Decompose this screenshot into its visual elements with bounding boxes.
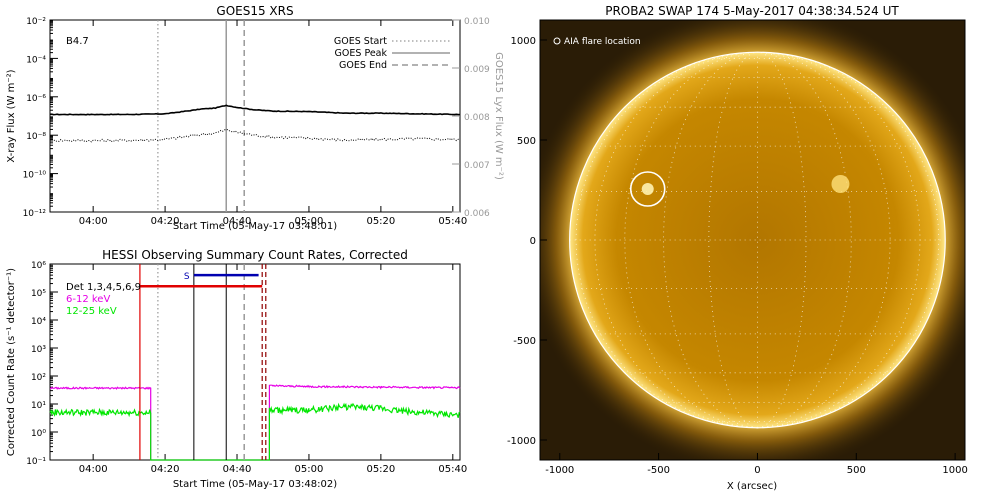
swap-y-tick-label: 0: [530, 236, 536, 247]
goes-x-tick-label: 04:00: [79, 216, 108, 227]
hessi-6-12-kev-line: [49, 384, 461, 461]
swap-longitude-line: [757, 51, 940, 429]
hessi-legend-6-12: 6-12 keV: [66, 294, 110, 305]
swap-x-tick-label: 500: [847, 465, 866, 476]
hessi-x-tick-label: 04:40: [223, 464, 252, 475]
goes-x-axis-label: Start Time (05-May-17 03:48:01): [173, 221, 337, 232]
swap-x-tick-label: 0: [754, 465, 760, 476]
swap-legend-marker-icon: [553, 37, 561, 45]
goes-y2-tick-label: 0.010: [464, 17, 490, 27]
goes-x-tick-label: 04:40: [223, 216, 252, 227]
hessi-y-tick-label: 10³: [31, 345, 46, 355]
goes-y2-axis-label: GOES15 Lyx Flux (W m⁻²): [493, 52, 504, 180]
swap-active-region-east: [831, 175, 850, 193]
goes-title: GOES15 XRS: [216, 4, 293, 18]
hessi-panel: HESSI Observing Summary Count Rates, Cor…: [6, 248, 467, 490]
hessi-y-tick-label: 10⁰: [31, 429, 46, 439]
swap-y-tick-label: -500: [513, 336, 536, 347]
hessi-y-tick-label: 10⁴: [31, 317, 46, 327]
goes-y-axis-label: X-ray Flux (W m⁻²): [6, 69, 17, 162]
goes-y-ticks: 10⁻¹² 10⁻¹⁰ 10⁻⁸ 10⁻⁶ 10⁻⁴ 10⁻²: [23, 17, 58, 219]
hessi-x-tick-label: 05:20: [366, 464, 395, 475]
goes-legend-peak-label: GOES Peak: [335, 48, 388, 59]
swap-flare-location-marker: [629, 171, 666, 207]
swap-x-axis-label: X (arcsec): [727, 481, 777, 492]
goes-x-ticks: 04:00 04:20 04:40 05:00 05:20 05:40: [79, 20, 467, 227]
swap-limb-circle: [569, 51, 946, 429]
hessi-12-25-kev-line: [49, 402, 461, 461]
goes-y-tick-label: 10⁻⁴: [26, 55, 46, 65]
swap-y-tick-label: 1000: [511, 36, 536, 47]
goes-y2-tick-label: 0.008: [464, 113, 490, 123]
swap-longitude-line: [575, 51, 758, 429]
goes-y-tick-label: 10⁻¹⁰: [23, 171, 47, 181]
goes-x-tick-label: 05:20: [366, 216, 395, 227]
swap-solar-disk: [569, 52, 946, 428]
hessi-legend-det: Det 1,3,4,5,6,9: [66, 282, 141, 293]
hessi-legend-12-25: 12-25 keV: [66, 306, 117, 317]
hessi-y-tick-label: 10⁻¹: [26, 457, 46, 467]
goes-y-tick-label: 10⁻¹²: [23, 209, 47, 219]
hessi-x-tick-label: 04:00: [79, 464, 108, 475]
goes-y2-tick-label: 0.006: [464, 209, 490, 219]
swap-x-ticks: -1000 -500 0 500 1000: [545, 453, 968, 476]
hessi-s-bar-label: S: [184, 272, 190, 282]
swap-active-region: [641, 183, 654, 195]
swap-x-tick-label: -500: [647, 465, 670, 476]
hessi-legend: Det 1,3,4,5,6,9 6-12 keV 12-25 keV: [66, 282, 141, 317]
goes-y2-tick-label: 0.007: [464, 161, 490, 171]
goes-x-tick-label: 05:40: [438, 216, 467, 227]
goes-legend-end-label: GOES End: [339, 60, 387, 71]
goes-long-channel-line: [49, 104, 461, 116]
goes-y-tick-label: 10⁻⁶: [26, 94, 46, 104]
goes-y-tick-label: 10⁻²: [26, 17, 46, 27]
goes-class-annotation: B4.7: [66, 36, 89, 47]
goes-xrs-panel: GOES15 XRS 04:00 04:20 04:40 05:00 05:20 05:4…: [6, 4, 504, 232]
goes-plot-frame: [49, 19, 461, 213]
swap-lat-lon-grid: [569, 51, 946, 429]
goes-y2-ticks: 0.006 0.007 0.008 0.009 0.010: [452, 17, 490, 219]
hessi-x-tick-label: 05:40: [438, 464, 467, 475]
goes-x-tick-label: 04:20: [151, 216, 180, 227]
goes-legend: GOES Start GOES Peak GOES End: [334, 36, 450, 71]
hessi-y-tick-label: 10⁵: [31, 289, 46, 299]
goes-x-tick-label: 05:00: [295, 216, 324, 227]
hessi-x-ticks: 04:00 04:20 04:40 05:00 05:20 05:40: [79, 264, 467, 475]
hessi-y-tick-label: 10²: [31, 373, 46, 383]
swap-y-ticks: -1000 -500 0 500 1000: [507, 36, 547, 447]
hessi-x-tick-label: 05:00: [295, 464, 324, 475]
goes-legend-start-label: GOES Start: [334, 36, 387, 47]
swap-y-tick-label: 500: [517, 136, 536, 147]
hessi-y-axis-label: Corrected Count Rate (s⁻¹ detector⁻¹): [6, 268, 17, 456]
hessi-y-ticks: 10⁻¹ 10⁰ 10¹ 10² 10³ 10⁴ 10⁵ 10⁶: [26, 261, 58, 467]
swap-legend-label: AIA flare location: [564, 37, 641, 47]
hessi-y-tick-label: 10⁶: [31, 261, 46, 271]
hessi-y-tick-label: 10¹: [31, 401, 46, 411]
goes-y2-tick-label: 0.009: [464, 65, 490, 75]
swap-x-tick-label: 1000: [942, 465, 967, 476]
hessi-x-axis-label: Start Time (05-May-17 03:48:02): [173, 479, 337, 490]
swap-title: PROBA2 SWAP 174 5-May-2017 04:38:34.524 …: [605, 4, 899, 18]
swap-panel: PROBA2 SWAP 174 5-May-2017 04:38:34.524 …: [507, 4, 968, 492]
hessi-title: HESSI Observing Summary Count Rates, Cor…: [102, 248, 408, 262]
hessi-plot-frame: [49, 263, 461, 461]
swap-y-tick-label: -1000: [507, 436, 536, 447]
goes-short-channel-line: [49, 129, 461, 143]
swap-x-tick-label: -1000: [545, 465, 574, 476]
hessi-x-tick-label: 04:20: [151, 464, 180, 475]
goes-y-tick-label: 10⁻⁸: [26, 132, 46, 142]
